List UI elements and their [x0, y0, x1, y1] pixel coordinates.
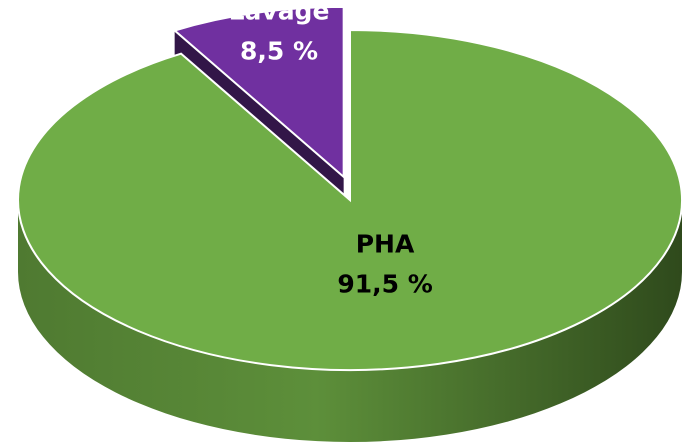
slice-label: PHA [356, 230, 415, 259]
slice [17, 28, 683, 371]
slice [172, 5, 345, 180]
slice-label: Lavage [229, 0, 330, 25]
slice-side [18, 200, 682, 442]
slice-value-label: 91,5 % [337, 270, 432, 299]
slice-value-label: 8,5 % [240, 36, 318, 65]
